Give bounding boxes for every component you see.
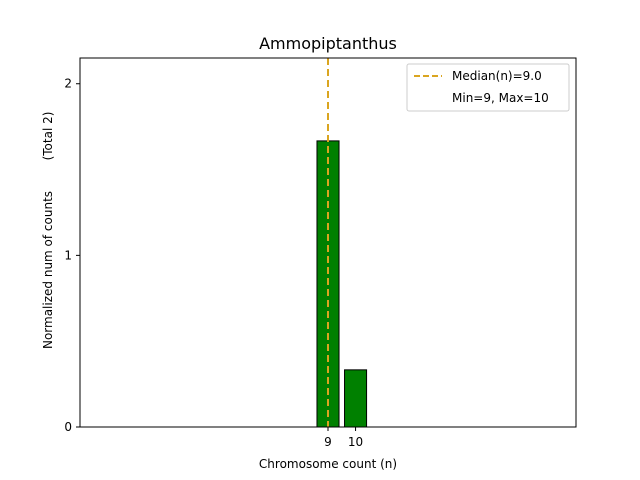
chart-title: Ammopiptanthus — [259, 34, 397, 53]
x-axis-label: Chromosome count (n) — [259, 457, 397, 471]
y-tick-label: 2 — [64, 77, 72, 91]
x-tick-label: 10 — [348, 435, 363, 449]
legend-entry-minmax: Min=9, Max=10 — [452, 91, 549, 105]
y-tick-label: 0 — [64, 420, 72, 434]
y-axis-total-note: (Total 2) — [41, 112, 55, 161]
y-tick-label: 1 — [64, 248, 72, 262]
x-tick-label: 9 — [324, 435, 332, 449]
legend: Median(n)=9.0 Min=9, Max=10 — [406, 63, 570, 112]
legend-entry-median: Median(n)=9.0 — [452, 69, 542, 83]
bar-10 — [344, 369, 368, 428]
bars — [316, 140, 368, 428]
legend-box — [406, 63, 570, 112]
y-ticks: 0 1 2 — [64, 77, 80, 434]
y-axis-label: Normalized num of counts — [41, 191, 55, 349]
x-ticks: 9 10 — [324, 427, 363, 449]
